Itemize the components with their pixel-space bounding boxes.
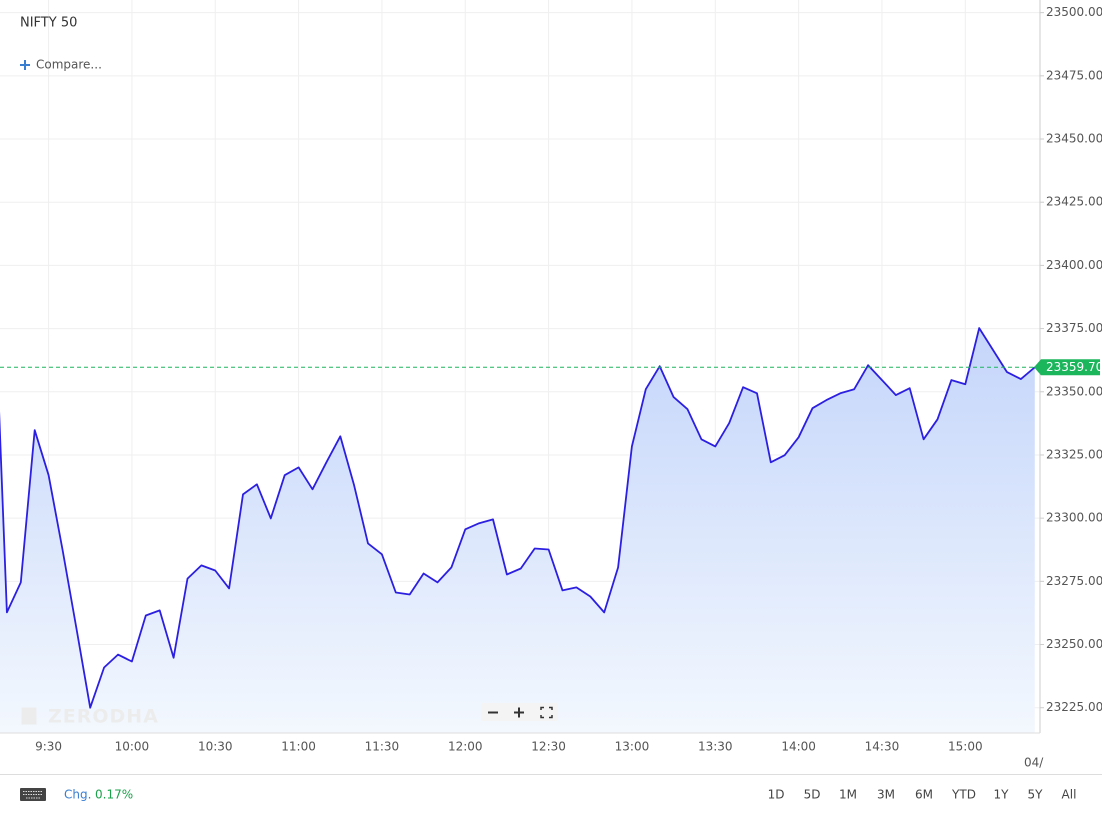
x-tick-label: 15:00	[948, 740, 983, 754]
watermark-logo	[21, 707, 37, 725]
range-button[interactable]: 1Y	[994, 788, 1010, 802]
y-tick-label: 23500.00	[1046, 5, 1102, 19]
zoom-controls	[481, 703, 558, 721]
watermark: ZERODHA	[21, 706, 159, 728]
keyboard-icon[interactable]	[20, 788, 46, 801]
change-label: Chg.	[64, 788, 91, 802]
last-price-label: 23359.70	[1046, 360, 1102, 374]
plus-icon	[20, 60, 30, 70]
range-button[interactable]: 3M	[877, 788, 895, 802]
x-tick-label: 14:30	[865, 740, 900, 754]
range-button[interactable]: 1D	[768, 788, 785, 802]
y-tick-label: 23400.00	[1046, 258, 1102, 272]
x-tick-label: 10:00	[115, 740, 150, 754]
area-fill	[0, 328, 1035, 733]
x-tick-label: 11:00	[281, 740, 316, 754]
y-tick-label: 23350.00	[1046, 384, 1102, 398]
last-price-tag	[1034, 359, 1100, 376]
x-tick-label: 13:30	[698, 740, 733, 754]
instrument-title: NIFTY 50	[20, 16, 77, 31]
y-tick-label: 23275.00	[1046, 574, 1102, 588]
x-tick-label: 13:00	[615, 740, 650, 754]
x-tick-label: 12:30	[531, 740, 566, 754]
y-tick-label: 23325.00	[1046, 447, 1102, 461]
x-tick-label: 10:30	[198, 740, 233, 754]
range-button[interactable]: YTD	[951, 788, 976, 802]
compare-button[interactable]: Compare...	[20, 58, 102, 72]
plot	[0, 327, 1035, 733]
y-tick-label: 23425.00	[1046, 195, 1102, 209]
y-tick-label: 23450.00	[1046, 132, 1102, 146]
x-tick-label: 11:30	[365, 740, 400, 754]
x-tick-label: 14:00	[781, 740, 816, 754]
range-button[interactable]: All	[1062, 788, 1077, 802]
date-label: 04/	[1024, 756, 1044, 770]
x-tick-label: 12:00	[448, 740, 483, 754]
y-tick-label: 23225.00	[1046, 700, 1102, 714]
compare-label[interactable]: Compare...	[36, 58, 102, 72]
price-line	[0, 327, 1035, 709]
range-button[interactable]: 6M	[915, 788, 933, 802]
y-tick-label: 23300.00	[1046, 511, 1102, 525]
range-button[interactable]: 1M	[839, 788, 857, 802]
y-tick-label: 23375.00	[1046, 321, 1102, 335]
range-button[interactable]: 5Y	[1028, 788, 1044, 802]
x-tick-label: 9:30	[35, 740, 62, 754]
y-tick-label: 23475.00	[1046, 68, 1102, 82]
change-value: 0.17%	[95, 788, 133, 802]
zoom-in[interactable]	[514, 707, 524, 718]
watermark-text: ZERODHA	[48, 706, 159, 728]
fullscreen[interactable]	[540, 706, 553, 719]
range-selector: 1D 5D 1M 3M 6M YTD 1Y 5Y All	[768, 788, 1077, 802]
range-button[interactable]: 5D	[804, 788, 821, 802]
keyboard-keys	[23, 791, 43, 799]
y-tick-label: 23250.00	[1046, 637, 1102, 651]
